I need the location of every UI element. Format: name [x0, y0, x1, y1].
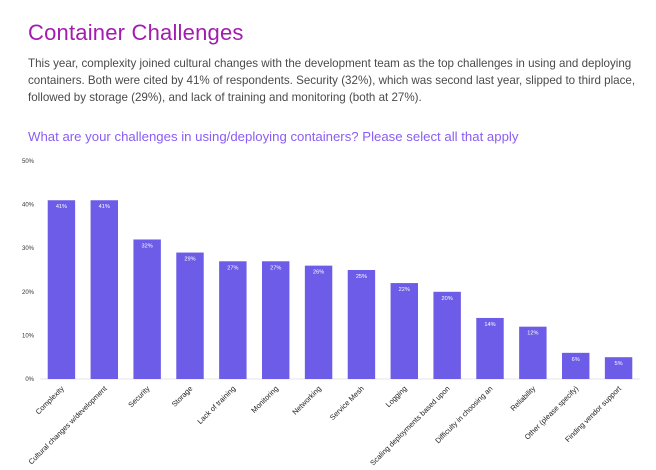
- x-tick-label: Security: [126, 384, 151, 409]
- bar-value-label: 20%: [442, 296, 453, 302]
- bar: [390, 283, 418, 379]
- bar: [304, 265, 333, 379]
- y-tick-label: 0%: [25, 377, 34, 383]
- bar-value-label: 29%: [184, 257, 195, 263]
- page-title: Container Challenges: [28, 20, 244, 45]
- description-text: This year, complexity joined cultural ch…: [28, 57, 636, 104]
- bar: [519, 326, 547, 379]
- bar: [433, 291, 461, 379]
- x-tick-label: Complexity: [34, 384, 66, 416]
- bar: [262, 261, 290, 379]
- bar-value-label: 12%: [527, 331, 538, 337]
- x-tick-label: Storage: [170, 384, 195, 409]
- bar: [133, 239, 161, 379]
- bar: [562, 352, 590, 379]
- bar: [476, 317, 504, 379]
- bar-value-label: 32%: [142, 243, 153, 249]
- bars: 41% 41% 32% 29% 27% 27% 26% 25% 22% 20% 14% 12% 6% 5%: [47, 200, 633, 379]
- bar: [604, 357, 633, 379]
- x-tick-label: Logging: [384, 384, 409, 409]
- y-tick-label: 50%: [22, 159, 35, 165]
- bar-value-label: 41%: [56, 204, 67, 210]
- bar-value-label: 27%: [227, 265, 238, 271]
- y-tick-label: 20%: [22, 290, 35, 296]
- x-tick-label: Cultural changes w/development: [27, 384, 109, 466]
- x-tick-label: Scaling deployments based upon: [368, 384, 451, 467]
- x-tick-label: Networking: [290, 384, 323, 417]
- y-tick-label: 40%: [22, 203, 35, 209]
- x-tick-label: Lack of training: [195, 384, 237, 426]
- x-tick-label: Service Mesh: [328, 384, 366, 422]
- bar-value-label: 14%: [484, 322, 495, 328]
- x-tick-label: Reliability: [509, 384, 538, 413]
- bar-value-label: 25%: [356, 274, 367, 280]
- bar-value-label: 5%: [615, 361, 623, 367]
- y-tick-label: 30%: [22, 246, 35, 252]
- bar: [176, 252, 204, 379]
- bar: [90, 200, 118, 379]
- chart-title: What are your challenges in using/deploy…: [28, 129, 519, 144]
- y-tick-label: 10%: [22, 333, 35, 339]
- bar: [347, 270, 376, 379]
- bar-value-label: 22%: [399, 287, 410, 293]
- x-tick-label: Monitoring: [249, 384, 280, 415]
- bar: [219, 261, 247, 379]
- bar-value-label: 27%: [270, 265, 281, 271]
- bar-value-label: 41%: [99, 204, 110, 210]
- bar-value-label: 26%: [313, 270, 324, 276]
- bar-value-label: 6%: [572, 357, 580, 363]
- bar: [47, 200, 76, 379]
